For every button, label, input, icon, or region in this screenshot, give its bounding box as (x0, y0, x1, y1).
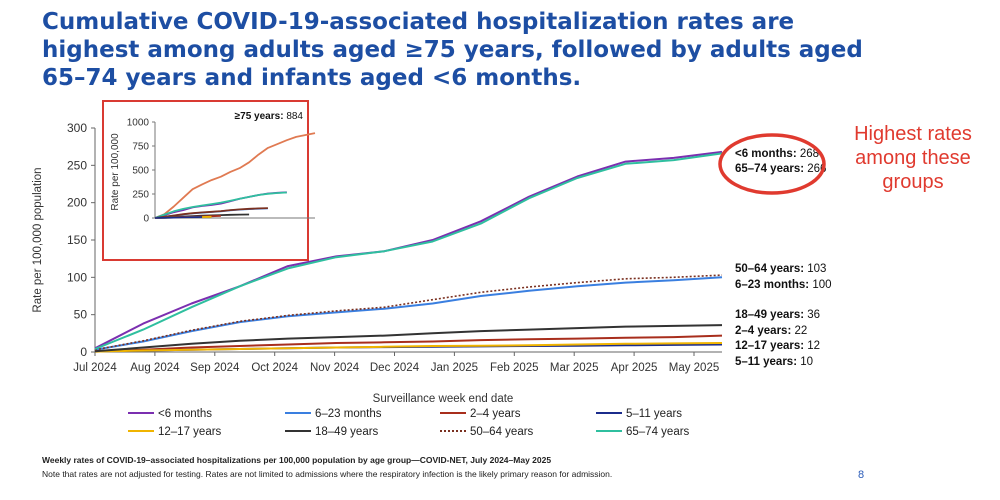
inset-frame (102, 100, 309, 261)
series-line-18–49 years (94, 324, 723, 353)
series-end-name: <6 months: (735, 148, 800, 160)
x-tick-label: Nov 2024 (310, 362, 360, 374)
inset-series-line-≥75 years (154, 132, 316, 219)
series-end-label: 6–23 months: 100 (735, 279, 832, 291)
series-end-name: 2–4 years: (735, 325, 794, 337)
y-tick-label: 300 (67, 121, 87, 135)
series-end-label: 50–64 years: 103 (735, 263, 826, 275)
x-tick-label: Aug 2024 (130, 362, 180, 374)
series-end-value: 268 (800, 148, 819, 160)
inset-y-tick-label: 0 (143, 214, 149, 225)
series-line-65–74 years (94, 152, 723, 350)
legend-label: 50–64 years (470, 426, 534, 438)
y-tick-label: 100 (67, 270, 87, 284)
legend-label: 12–17 years (158, 426, 222, 438)
x-tick-label: Feb 2025 (490, 362, 539, 374)
y-tick-label: 250 (67, 158, 87, 172)
inset-series-line-65–74 years (154, 191, 287, 219)
legend-label: 18–49 years (315, 426, 379, 438)
y-tick-label: 50 (74, 308, 88, 322)
y-tick-label: 200 (67, 196, 87, 210)
series-end-value: 22 (794, 325, 807, 337)
series-line-2–4 years (94, 334, 723, 353)
series-end-value: 12 (807, 340, 820, 352)
series-end-value: 36 (807, 309, 820, 321)
legend-label: 65–74 years (626, 426, 690, 438)
x-tick-label: Jan 2025 (431, 362, 478, 374)
footnote-note: Note that rates are not adjusted for tes… (42, 469, 613, 479)
series-end-label: 2–4 years: 22 (735, 325, 807, 337)
inset-y-axis-label: Rate per 100,000 (110, 133, 121, 211)
series-end-name: 50–64 years: (735, 263, 807, 275)
inset-series-line-50–64 years (154, 207, 268, 219)
footnote-title: Weekly rates of COVID-19–associated hosp… (42, 455, 552, 465)
series-line-50–64 years (94, 274, 723, 351)
y-tick-label: 150 (67, 233, 87, 247)
series-end-value: 100 (812, 279, 831, 291)
highlight-circle (718, 133, 826, 195)
x-tick-label: Dec 2024 (370, 362, 420, 374)
legend-label: 6–23 months (315, 408, 382, 420)
series-end-name: 65–74 years: (735, 163, 807, 175)
x-tick-label: May 2025 (669, 362, 720, 374)
series-end-name: 18–49 years: (735, 309, 807, 321)
inset-y-tick-label: 1000 (127, 118, 150, 129)
series-end-value: 10 (800, 356, 813, 368)
inset-series-line-5–11 years (154, 216, 203, 219)
legend-label: 2–4 years (470, 408, 521, 420)
legend-label: 5–11 years (626, 408, 682, 420)
inset-series-value: 884 (286, 111, 303, 122)
series-end-label: 18–49 years: 36 (735, 309, 820, 321)
y-axis-label: Rate per 100,000 population (32, 167, 44, 312)
inset-y-tick-label: 250 (132, 190, 149, 201)
x-axis-label: Surveillance week end date (373, 393, 514, 405)
series-line-6–23 months (94, 276, 723, 351)
legend-label: <6 months (158, 408, 212, 420)
inset-series-label: ≥75 years: 884 (235, 111, 304, 122)
inset-y-tick-label: 500 (132, 166, 149, 177)
series-end-label: 65–74 years: 266 (735, 163, 826, 175)
series-end-label: <6 months: 268 (735, 148, 819, 160)
x-tick-label: Apr 2025 (611, 362, 658, 374)
x-tick-label: Oct 2024 (251, 362, 298, 374)
inset-series-name: ≥75 years: (235, 111, 287, 122)
series-end-name: 5–11 years: (735, 356, 800, 368)
series-end-name: 12–17 years: (735, 340, 807, 352)
series-end-value: 103 (807, 263, 826, 275)
x-tick-label: Mar 2025 (550, 362, 599, 374)
x-tick-label: Sep 2024 (190, 362, 240, 374)
y-tick-label: 0 (80, 345, 87, 359)
series-end-label: 5–11 years: 10 (735, 356, 813, 368)
x-tick-label: Jul 2024 (73, 362, 117, 374)
series-end-label: 12–17 years: 12 (735, 340, 820, 352)
page-number: 8 (858, 469, 865, 481)
series-line-12–17 years (94, 342, 723, 353)
highlight-annotation: Highest rates among these groups (854, 123, 972, 193)
slide-title: Cumulative COVID-19-associated hospitali… (42, 9, 863, 91)
inset-y-tick-label: 750 (132, 142, 149, 153)
series-end-name: 6–23 months: (735, 279, 812, 291)
